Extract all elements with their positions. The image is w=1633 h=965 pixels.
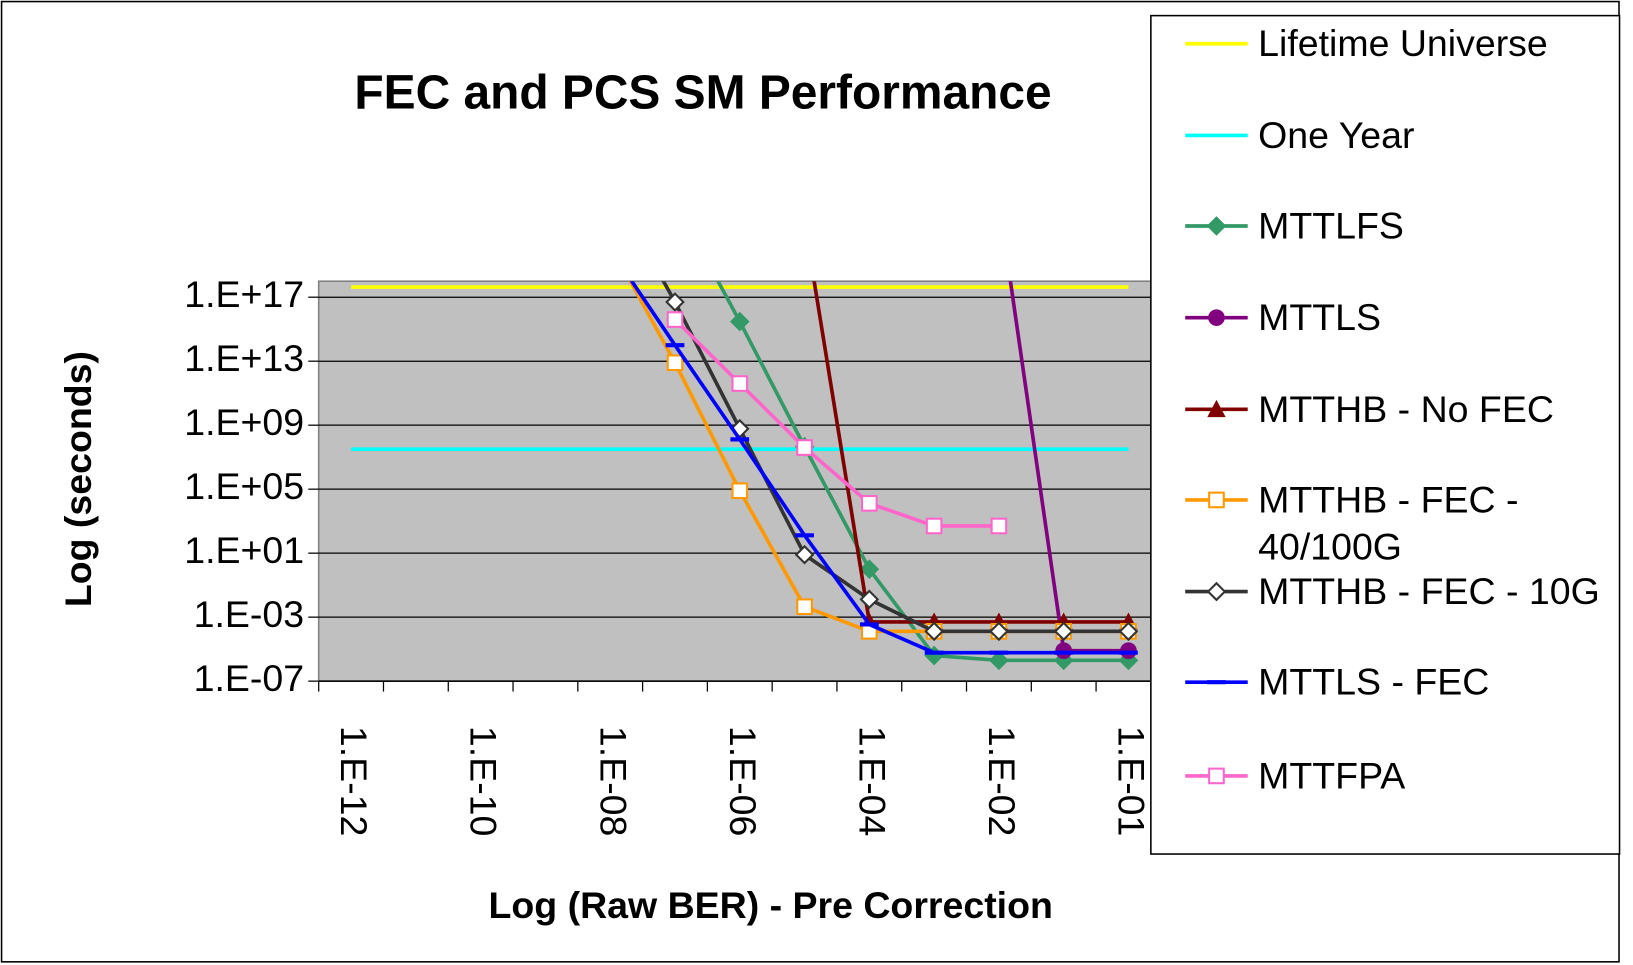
legend-label: MTTLS - FEC [1258,660,1490,704]
data-point [665,292,685,312]
legend-label: MTTHB - FEC - 10G [1258,569,1600,613]
data-point [796,598,813,616]
y-tick-label: 1.E+17 [184,273,304,315]
legend-label: One Year [1258,113,1415,157]
legend-label: MTTLS [1258,295,1382,339]
legend-label-box: MTTFPA [1258,754,1406,797]
x-tick-label: 1.E-08 [592,726,634,836]
x-axis-title: Log (Raw BER) - Pre Correction [489,884,1053,926]
data-point [666,311,684,328]
legend-label: MTTHB - FEC - 40/100G [1258,478,1519,568]
x-tick-label: 1.E-04 [851,726,893,836]
y-tick-label: 1.E+05 [184,465,304,507]
x-tick-label: 1.E-02 [981,726,1023,836]
data-point [989,621,1009,642]
legend-label-box: Lifetime Universe [1258,21,1548,65]
legend-marker [1206,216,1227,236]
data-point [666,354,684,372]
legend-label-box: MTTHB - FEC - 10G [1258,569,1600,613]
data-point [1118,621,1139,642]
data-point [731,375,749,392]
x-tick-label: 1.E-06 [722,726,764,836]
legend-label-box: One Year [1258,113,1415,157]
y-tick-label: 1.E-07 [194,657,304,699]
data-point [794,544,815,565]
data-point [861,495,878,512]
legend-label-box: MTTLFS [1258,204,1404,247]
legend-label: MTTHB - No FEC [1258,387,1554,431]
data-point [925,517,943,535]
data-point [1053,621,1074,642]
data-point [859,559,880,579]
data-point [859,589,880,610]
legend-label: MTTFPA [1258,754,1406,797]
y-tick-label: 1.E-03 [194,593,304,635]
legend-label-box: MTTHB - No FEC [1258,387,1554,431]
legend-marker [1208,767,1225,785]
legend-marker [1208,491,1225,509]
legend-box [1150,14,1621,855]
x-tick-label: 1.E-12 [333,726,375,836]
x-tick-label: 1.E-10 [463,726,505,836]
x-tick-label: 1.E-01 [1111,726,1153,836]
data-point [990,517,1008,535]
data-point [731,482,749,500]
legend-label-box: MTTHB - FEC - 40/100G [1258,478,1519,568]
data-point [729,311,750,332]
series-layer [351,281,1139,671]
data-point [924,621,944,642]
series-line [673,318,999,528]
y-tick-label: 1.E+01 [184,529,304,571]
series-line [715,281,1129,663]
chart-title: FEC and PCS SM Performance [354,66,1051,119]
legend-label: MTTLFS [1258,204,1404,247]
legend-label-box: MTTLS [1258,295,1382,339]
legend-label-box: MTTLS - FEC [1258,660,1490,704]
y-tick-label: 1.E+13 [184,337,304,379]
y-tick-label: 1.E+09 [184,401,304,443]
legend-marker [1207,399,1226,418]
series-line [812,281,1129,624]
legend-label: Lifetime Universe [1258,21,1548,65]
data-point [989,650,1009,671]
data-point [796,439,813,456]
legend-marker [1208,309,1225,326]
y-axis-title: Log (seconds) [57,351,99,607]
legend-marker [1206,581,1227,602]
